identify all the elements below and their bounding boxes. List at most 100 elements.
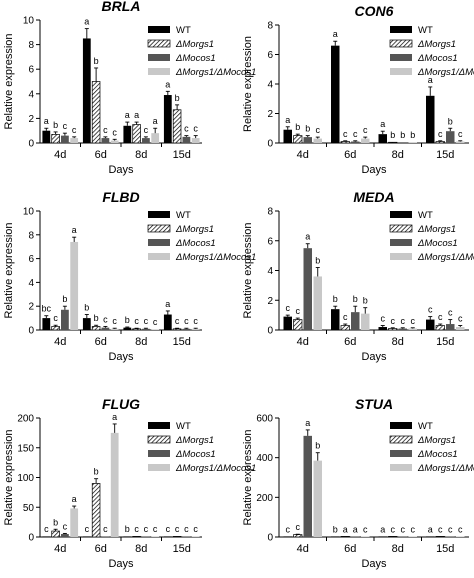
- significance-letter: c: [458, 525, 463, 535]
- bar--morgs1-mocos1-6d: [110, 432, 119, 537]
- legend-swatch: [147, 224, 171, 233]
- bar--mocos1-6d: [351, 536, 360, 537]
- bar--morgs1-mocos1-8d: [151, 536, 160, 537]
- x-axis-label: Days: [361, 558, 387, 570]
- bar--mocos1-6d: [351, 141, 360, 143]
- bar--morgs1-8d: [132, 328, 141, 331]
- bar-wt-6d: [82, 536, 91, 537]
- bar--mocos1-15d: [446, 131, 455, 143]
- x-axis-label: Days: [361, 351, 387, 363]
- x-tick-label: 6d: [344, 149, 356, 161]
- x-tick-label: 15d: [173, 543, 191, 555]
- bar--morgs1-mocos1-8d: [151, 329, 160, 330]
- significance-letter: b: [84, 303, 89, 313]
- significance-letter: c: [193, 316, 198, 326]
- legend-swatch: [390, 54, 412, 61]
- significance-letter: c: [184, 124, 189, 134]
- chart-title: FLBD: [102, 189, 139, 205]
- x-tick-label: 6d: [95, 336, 107, 348]
- significance-letter: b: [53, 517, 58, 527]
- y-tick-label: 100: [17, 473, 34, 484]
- bar--mocos1-4d: [303, 137, 312, 143]
- significance-letter: c: [112, 127, 117, 137]
- significance-letter: c: [401, 316, 406, 326]
- significance-letter: c: [175, 524, 180, 534]
- bar--morgs1-4d: [293, 135, 303, 144]
- significance-letter: a: [380, 525, 385, 535]
- x-tick-label: 15d: [436, 336, 454, 348]
- bar--morgs1-4d: [51, 530, 60, 538]
- x-tick-label: 15d: [173, 336, 191, 348]
- bar--mocos1-8d: [142, 138, 150, 143]
- bar--mocos1-4d: [61, 534, 69, 537]
- x-tick-label: 4d: [54, 543, 66, 555]
- significance-letter: c: [53, 313, 58, 323]
- bar--mocos1-6d: [101, 138, 110, 143]
- significance-letter: c: [72, 125, 77, 135]
- bar-wt-4d: [42, 318, 51, 330]
- significance-letter: c: [411, 316, 416, 326]
- bar--morgs1-mocos1-6d: [361, 138, 370, 143]
- significance-letter: c: [44, 524, 49, 534]
- significance-letter: c: [353, 129, 358, 139]
- legend-label: WT: [176, 210, 191, 221]
- legend-swatch: [147, 435, 171, 444]
- bar--morgs1-6d: [340, 536, 350, 538]
- bar-wt-15d: [163, 95, 172, 143]
- bar--morgs1-15d: [435, 325, 445, 331]
- bar-wt-15d: [426, 95, 435, 143]
- bar--morgs1-6d: [340, 141, 350, 144]
- legend-swatch: [390, 68, 412, 75]
- y-tick-label: 2: [28, 114, 34, 125]
- chart-title: FLUG: [102, 396, 140, 412]
- significance-letter: c: [286, 525, 291, 535]
- significance-letter: b: [410, 130, 415, 140]
- x-tick-label: 8d: [135, 149, 147, 161]
- significance-letter: c: [428, 305, 433, 315]
- x-tick-label: 6d: [344, 543, 356, 555]
- bar--mocos1-4d: [61, 135, 69, 143]
- legend-swatch: [389, 224, 413, 233]
- bar--morgs1-15d: [172, 328, 182, 331]
- legend-swatch: [148, 54, 170, 61]
- bar--morgs1-mocos1-8d: [408, 328, 417, 330]
- significance-letter: c: [438, 312, 443, 322]
- x-tick-label: 8d: [135, 336, 147, 348]
- bar--morgs1-mocos1-15d: [456, 141, 465, 143]
- legend-swatch: [148, 239, 170, 246]
- bar-wt-8d: [378, 327, 387, 330]
- bar--morgs1-mocos1-15d: [191, 536, 200, 537]
- legend-swatch: [390, 26, 412, 33]
- legend-label: ΔMorgs1/ΔMocos1: [175, 252, 256, 263]
- bar--morgs1-mocos1-15d: [191, 328, 200, 330]
- bar--morgs1-6d: [91, 483, 101, 538]
- bar-wt-8d: [123, 536, 132, 537]
- legend-label: WT: [418, 25, 433, 36]
- legend-label: ΔMorgs1: [417, 435, 456, 446]
- legend-swatch: [148, 26, 170, 33]
- significance-letter: a: [134, 110, 139, 120]
- x-axis-label: Days: [108, 351, 134, 363]
- significance-letter: c: [153, 524, 158, 534]
- bar--morgs1-8d: [132, 536, 141, 538]
- significance-letter: a: [84, 17, 89, 27]
- significance-letter: b: [53, 120, 58, 130]
- y-tick-label: 2: [267, 296, 273, 307]
- y-tick-label: 6: [28, 254, 34, 265]
- chart-title: CON6: [355, 3, 394, 19]
- bar-wt-15d: [163, 536, 172, 537]
- significance-letter: b: [353, 294, 358, 304]
- y-tick-label: 8: [28, 230, 34, 241]
- legend-swatch: [390, 464, 412, 471]
- significance-letter: b: [448, 116, 453, 126]
- significance-letter: b: [295, 122, 300, 132]
- y-axis-label: Relative expression: [242, 430, 254, 526]
- x-tick-label: 4d: [297, 336, 309, 348]
- bar-wt-15d: [426, 319, 435, 330]
- significance-letter: c: [85, 524, 90, 534]
- bar--morgs1-15d: [172, 536, 182, 538]
- legend-label: ΔMocos1: [175, 449, 216, 460]
- bar--mocos1-15d: [182, 536, 191, 537]
- legend-label: ΔMorgs1: [417, 224, 456, 235]
